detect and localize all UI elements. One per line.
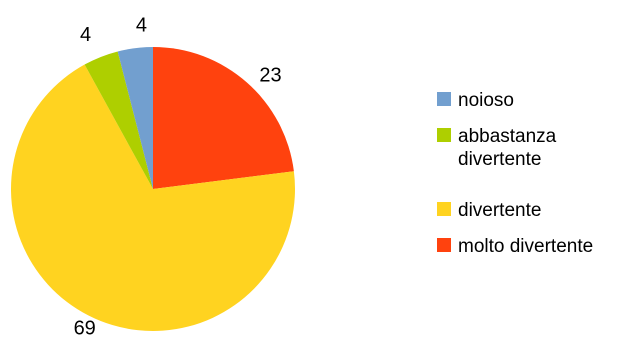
legend-swatch-abbastanza-divertente [437,128,451,142]
legend-label-abbastanza-divertente-line-2: divertente [458,149,541,170]
pie-slice-abbastanza-divertente [84,51,153,190]
data-label-molto-divertente: 23 [259,64,281,86]
legend: noiosoabbastanzadivertentedivertentemolt… [437,90,593,257]
data-label-noioso: 4 [136,14,147,36]
legend-swatch-noioso [437,92,451,106]
legend-label-divertente: divertente [458,200,541,221]
pie-slice-noioso [117,47,153,189]
legend-label-noioso: noioso [458,90,514,111]
legend-swatch-divertente [437,202,451,216]
data-label-abbastanza-divertente: 4 [80,24,91,46]
legend-swatch-molto-divertente [437,238,451,252]
pie-slices [10,47,295,331]
data-labels: 23 69 4 4 [74,14,282,339]
legend-label-abbastanza-divertente-line-1: abbastanza [458,126,557,147]
legend-label-molto-divertente: molto divertente [458,236,593,257]
data-label-divertente: 69 [74,317,96,339]
pie-slice-divertente [10,64,295,331]
pie-slice-molto-divertente [153,47,294,189]
